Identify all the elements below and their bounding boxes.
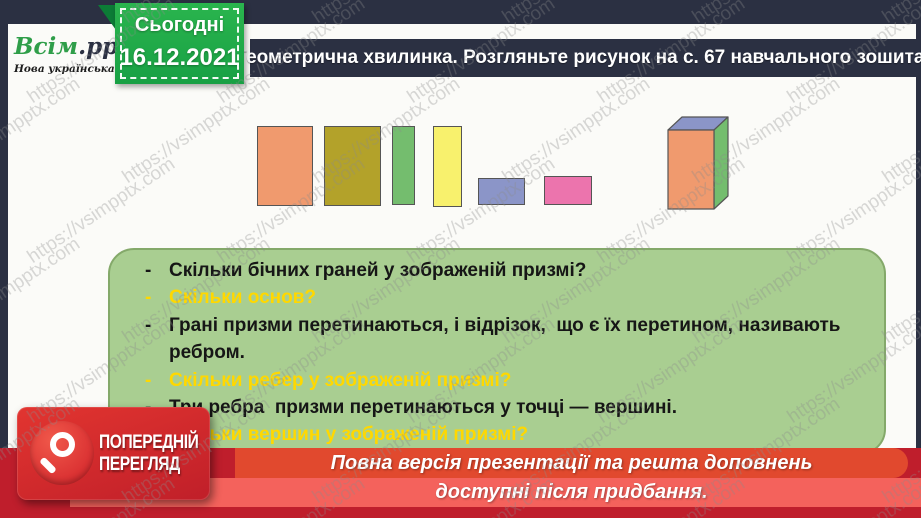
date-badge: Сьогодні 16.12.2021 — [115, 3, 244, 84]
rectangle-orange — [257, 126, 313, 206]
bullet-dash: - — [145, 260, 152, 281]
question-text: Три ребра призми перетинаються у точці —… — [169, 397, 677, 419]
preview-stamp-line2: ПЕРЕГЛЯД — [99, 454, 180, 475]
purchase-banner-line2: доступні після придбання. — [435, 481, 708, 503]
date-badge-label: Сьогодні — [134, 14, 225, 36]
magnifier-handle — [39, 456, 57, 475]
magnifier-ring — [50, 432, 75, 457]
rectangle-olive — [324, 126, 381, 206]
bullet-dash: - — [145, 314, 152, 336]
question-text: Скільки бічних граней у зображеній призм… — [169, 260, 587, 281]
brand-name-green: Всім — [14, 33, 79, 60]
question-item: - Скільки ребер у зображеній призмі? — [145, 367, 856, 394]
question-text: Грані призми перетинаються, і відрізок, … — [169, 314, 846, 364]
question-item: - Грані призми перетинаються, і відрізок… — [145, 312, 856, 367]
purchase-banner-line1: Повна версія презентації та решта доповн… — [330, 452, 813, 474]
lesson-title-banner: Геометрична хвилинка. Розгляньте рисунок… — [236, 39, 921, 77]
purchase-banner-row2 — [70, 478, 921, 507]
preview-stamp-label: ПОПЕРЕДНІЙ ПЕРЕГЛЯД — [99, 432, 199, 476]
rectangle-blue — [478, 178, 525, 205]
rectangle-green — [392, 126, 415, 205]
rectangle-yellow — [433, 126, 462, 207]
bullet-dash: - — [145, 287, 152, 309]
questions-list: - Скільки бічних граней у зображеній при… — [145, 257, 856, 449]
prism-front-face — [667, 129, 715, 210]
bullet-dash: - — [145, 369, 152, 391]
rectangle-pink — [544, 176, 592, 205]
purchase-banner-row1 — [235, 448, 908, 478]
magnifier-icon — [30, 421, 94, 485]
question-item: - Скільки основ? — [145, 284, 856, 311]
questions-box: - Скільки бічних граней у зображеній при… — [108, 248, 886, 455]
question-item: - Скільки вершин у зображеній призмі? — [145, 421, 856, 448]
preview-stamp-line1: ПОПЕРЕДНІЙ — [99, 432, 199, 453]
preview-stamp: ПОПЕРЕДНІЙ ПЕРЕГЛЯД — [17, 407, 210, 500]
prism-figure — [667, 116, 729, 210]
date-badge-date: 16.12.2021 — [119, 44, 240, 71]
question-text: Скільки ребер у зображеній призмі? — [169, 369, 512, 391]
date-badge-fold — [98, 5, 116, 30]
question-text: Скільки вершин у зображеній призмі? — [169, 424, 529, 446]
prism-side-face — [713, 116, 729, 210]
question-item: - Скільки бічних граней у зображеній при… — [145, 257, 856, 284]
question-item: - Три ребра призми перетинаються у точці… — [145, 394, 856, 421]
question-text: Скільки основ? — [169, 287, 317, 309]
